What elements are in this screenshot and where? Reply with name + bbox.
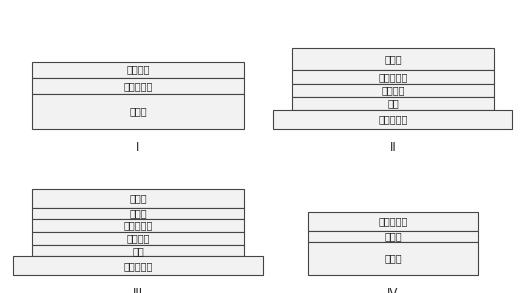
Bar <box>32 94 244 129</box>
Bar <box>13 256 263 275</box>
Text: 种子层: 种子层 <box>129 208 147 218</box>
Text: 半导体器件: 半导体器件 <box>123 220 153 231</box>
Bar <box>292 84 494 97</box>
Text: IV: IV <box>387 287 399 293</box>
Text: 铜衬底: 铜衬底 <box>129 193 147 203</box>
Text: 聚酰亚胺: 聚酰亚胺 <box>126 64 150 75</box>
Text: 硅衬底: 硅衬底 <box>129 106 147 116</box>
Text: 蓝宝石基底: 蓝宝石基底 <box>378 114 408 125</box>
Text: 种子层: 种子层 <box>384 231 402 241</box>
Text: III: III <box>133 287 143 293</box>
Bar <box>32 208 244 219</box>
Bar <box>32 232 244 245</box>
Text: 半导体器件: 半导体器件 <box>378 72 408 82</box>
Text: 聚酰亚胺: 聚酰亚胺 <box>381 85 405 95</box>
Bar <box>292 48 494 70</box>
Bar <box>292 70 494 84</box>
Text: 铜衬底: 铜衬底 <box>384 253 402 264</box>
Bar <box>308 242 478 275</box>
Text: 硅衬底: 硅衬底 <box>384 54 402 64</box>
Bar <box>292 97 494 110</box>
Text: 半导体器件: 半导体器件 <box>123 81 153 91</box>
Bar <box>32 62 244 78</box>
Bar <box>32 219 244 232</box>
Bar <box>308 212 478 231</box>
Bar <box>32 189 244 208</box>
Text: I: I <box>136 141 140 154</box>
Bar <box>308 231 478 242</box>
Text: 石蜡: 石蜡 <box>132 246 144 256</box>
Text: 石蜡: 石蜡 <box>387 98 399 108</box>
Bar <box>32 78 244 94</box>
Bar <box>32 245 244 256</box>
Text: II: II <box>390 141 396 154</box>
Text: 蓝宝石基底: 蓝宝石基底 <box>123 261 153 271</box>
Bar <box>273 110 512 129</box>
Text: 聚酰亚胺: 聚酰亚胺 <box>126 234 150 244</box>
Text: 半导体器件: 半导体器件 <box>378 216 408 226</box>
